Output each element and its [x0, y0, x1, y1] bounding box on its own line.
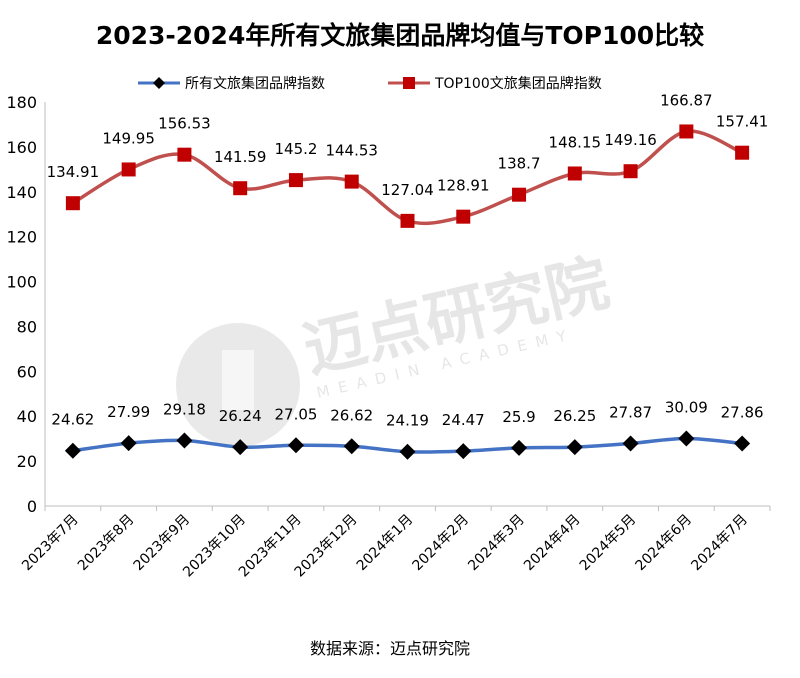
point-all — [622, 435, 639, 452]
point-top100 — [567, 166, 582, 181]
y-tick-label: 60 — [17, 362, 37, 381]
point-all — [566, 439, 583, 456]
x-tick-label: 2024年5月 — [577, 512, 640, 575]
data-label-top100: 138.7 — [498, 155, 541, 173]
point-top100 — [344, 174, 359, 189]
data-label-top100: 127.04 — [381, 181, 434, 199]
y-tick-label: 80 — [17, 317, 37, 336]
legend: 所有文旅集团品牌指数 TOP100文旅集团品牌指数 — [138, 75, 602, 92]
data-label-all: 27.86 — [721, 403, 764, 421]
point-all — [455, 443, 472, 460]
series-layer — [64, 124, 751, 460]
point-top100 — [288, 173, 303, 188]
point-all — [678, 430, 695, 447]
data-label-top100: 145.2 — [274, 140, 317, 158]
data-label-top100: 144.53 — [325, 142, 378, 160]
data-label-top100: 134.91 — [47, 163, 100, 181]
legend-label-top100: TOP100文旅集团品牌指数 — [434, 75, 602, 92]
source-note: 数据来源：迈点研究院 — [310, 639, 470, 658]
data-label-top100: 166.87 — [660, 91, 713, 109]
point-all — [343, 438, 360, 455]
point-all — [734, 435, 751, 452]
point-all — [120, 435, 137, 452]
data-labels: 24.62 27.99 29.18 26.24 27.05 26.62 24.19 24.47… — [47, 91, 769, 429]
data-label-all: 25.9 — [502, 408, 535, 426]
x-tick-label: 2024年4月 — [521, 512, 584, 575]
data-label-all: 27.99 — [107, 403, 150, 421]
data-label-top100: 149.16 — [604, 131, 657, 149]
y-tick-label: 20 — [17, 452, 37, 471]
data-label-top100: 157.41 — [716, 113, 769, 131]
data-label-all: 27.87 — [609, 403, 652, 421]
data-label-top100: 148.15 — [549, 133, 602, 151]
y-tick-label: 40 — [17, 407, 37, 426]
x-tick-label: 2024年2月 — [409, 512, 472, 575]
data-label-top100: 141.59 — [214, 148, 267, 166]
data-label-all: 29.18 — [163, 401, 206, 419]
point-all — [511, 439, 528, 456]
point-top100 — [623, 164, 638, 179]
point-all — [64, 442, 81, 459]
point-top100 — [233, 181, 248, 196]
point-top100 — [400, 213, 415, 228]
point-top100 — [735, 145, 750, 160]
x-tick-label: 2023年8月 — [75, 512, 138, 575]
y-tick-label: 160 — [6, 138, 37, 157]
point-top100 — [121, 162, 136, 177]
y-tick-label: 180 — [6, 93, 37, 112]
legend-label-all: 所有文旅集团品牌指数 — [185, 75, 325, 92]
x-tick-label: 2024年6月 — [633, 512, 696, 575]
x-tick-label: 2023年7月 — [19, 512, 82, 575]
data-label-all: 26.62 — [330, 406, 373, 424]
point-top100 — [679, 124, 694, 139]
data-label-top100: 128.91 — [437, 177, 490, 195]
data-label-all: 24.47 — [442, 411, 485, 429]
point-all — [287, 437, 304, 454]
point-all — [176, 432, 193, 449]
data-label-all: 24.62 — [51, 411, 94, 429]
data-label-top100: 149.95 — [102, 129, 155, 147]
data-label-all: 24.19 — [386, 412, 429, 430]
y-tick-label: 0 — [27, 497, 37, 516]
data-label-all: 27.05 — [274, 405, 317, 423]
point-top100 — [65, 196, 80, 211]
x-tick-label: 2024年3月 — [465, 512, 528, 575]
y-tick-label: 100 — [6, 273, 37, 292]
x-tick-label: 2024年7月 — [688, 512, 751, 575]
point-top100 — [456, 209, 471, 224]
y-tick-label: 120 — [6, 228, 37, 247]
point-all — [399, 443, 416, 460]
y-tick-label: 140 — [6, 183, 37, 202]
data-label-top100: 156.53 — [158, 115, 211, 133]
data-label-all: 30.09 — [665, 398, 708, 416]
point-top100 — [512, 187, 527, 202]
x-tick-label: 2024年1月 — [354, 512, 417, 575]
point-all — [232, 439, 249, 456]
point-top100 — [177, 147, 192, 162]
data-label-all: 26.25 — [553, 407, 596, 425]
data-label-all: 26.24 — [219, 407, 262, 425]
chart-title: 2023-2024年所有文旅集团品牌均值与TOP100比较 — [96, 21, 704, 50]
